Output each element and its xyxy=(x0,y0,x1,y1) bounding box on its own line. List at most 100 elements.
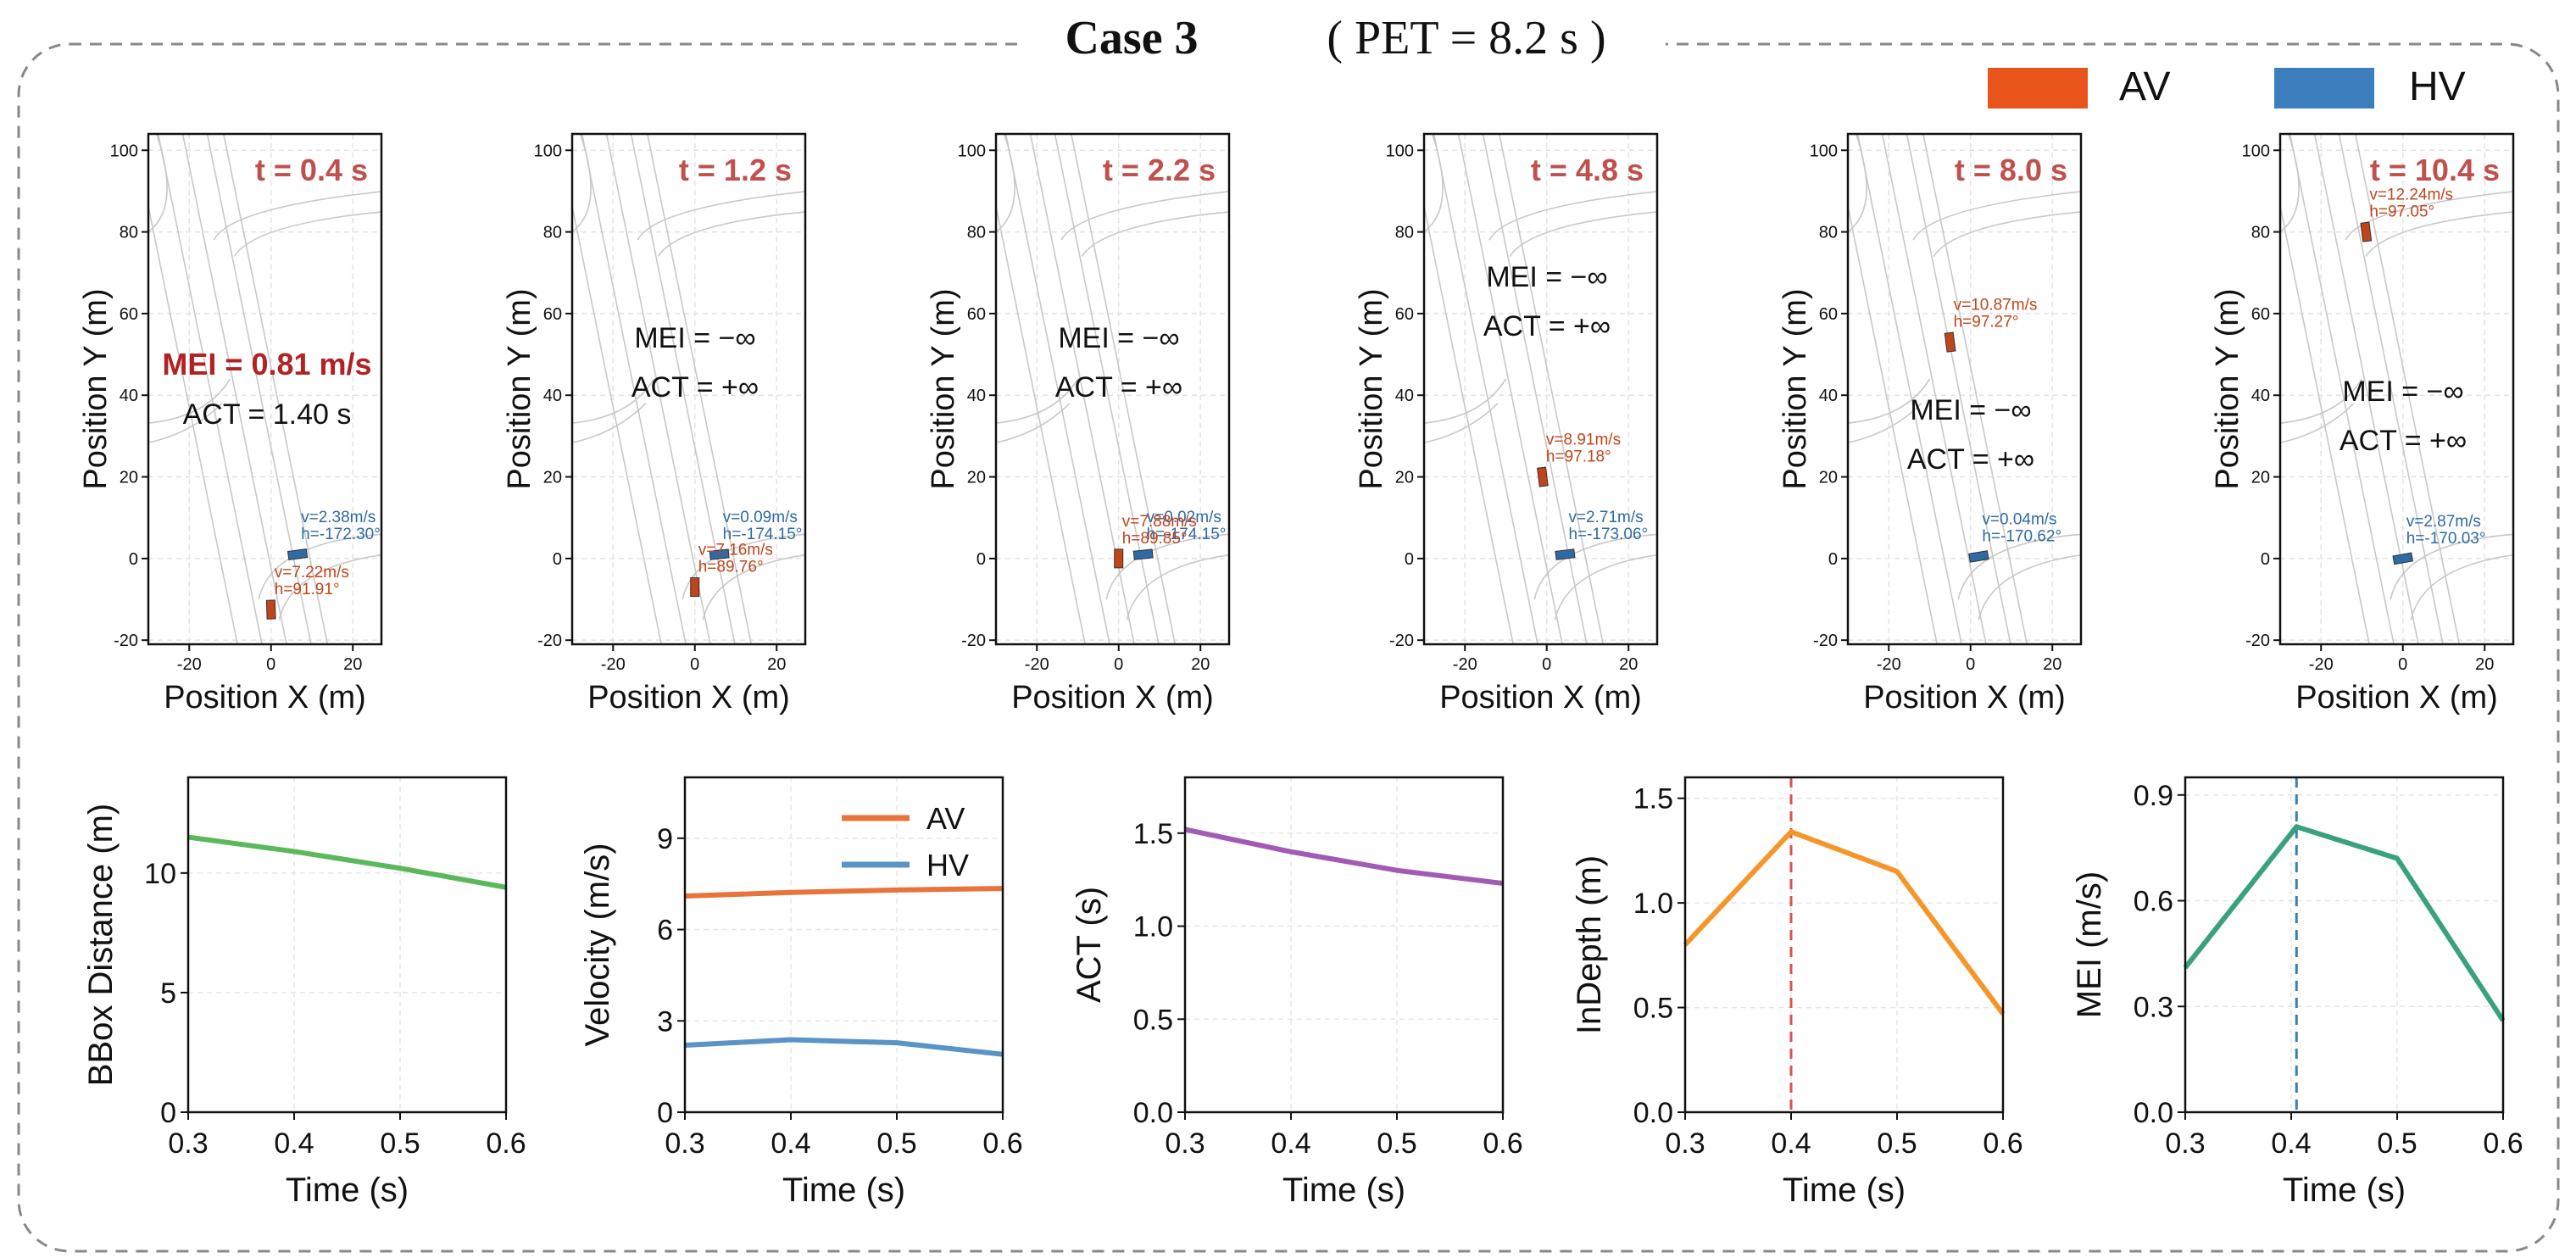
y-tick-label: 80 xyxy=(1395,224,1414,242)
road-lane-line xyxy=(1922,134,2028,644)
road-lane-line xyxy=(157,134,263,644)
road-curve xyxy=(233,211,381,257)
snapshot-title: t = 8.0 s xyxy=(1955,153,2067,187)
road-curve xyxy=(1978,554,2081,621)
road-curve xyxy=(572,134,592,233)
x-tick-label: 0.5 xyxy=(1877,1127,1917,1160)
road-lane-line xyxy=(1482,134,1588,644)
road-curve xyxy=(1554,554,1657,621)
pet-title: ( PET = 8.2 s ) xyxy=(1327,12,1605,64)
vehicle-velocity-label: v=7.88m/s xyxy=(1122,513,1197,531)
y-tick-label: 20 xyxy=(1819,469,1838,487)
vehicle-hv xyxy=(1555,548,1576,560)
road-lane-line xyxy=(581,134,687,644)
vehicle-av xyxy=(1537,466,1549,487)
y-tick-label: 80 xyxy=(2251,224,2270,242)
vehicle-velocity-label: v=2.87m/s xyxy=(2406,513,2481,531)
metric-annotation: ACT = +∞ xyxy=(1055,371,1182,404)
axes-frame xyxy=(994,132,1231,646)
plot-area xyxy=(1424,134,1657,644)
metric-annotation: MEI = 0.81 m/s xyxy=(162,347,371,381)
x-tick-label: 0.6 xyxy=(1483,1127,1522,1160)
y-tick-label: 60 xyxy=(543,305,562,324)
y-tick-label: 80 xyxy=(1819,224,1838,242)
vehicle-heading-label: h=-173.06° xyxy=(1568,526,1648,543)
road-curve xyxy=(2280,378,2363,424)
x-axis-label: Time (s) xyxy=(2283,1172,2406,1209)
y-axis-label: BBox Distance (m) xyxy=(82,804,120,1086)
x-axis-label: Position X (m) xyxy=(2295,680,2498,715)
metric-annotation: MEI = −∞ xyxy=(634,322,755,354)
road-curve xyxy=(213,191,381,241)
vehicle-velocity-label: v=7.22m/s xyxy=(275,564,349,582)
vehicle-heading-label: h=-174.15° xyxy=(723,526,803,543)
series-line-hv xyxy=(684,1037,1004,1057)
series-line-bbox-distance xyxy=(187,834,507,890)
road-lane-line xyxy=(1070,134,1177,644)
metric-annotation: ACT = +∞ xyxy=(2340,425,2467,457)
vehicle-heading-label: h=-170.62° xyxy=(1982,527,2061,545)
y-tick-label: 60 xyxy=(1395,305,1414,324)
road-curve xyxy=(1848,403,1922,443)
y-axis-label: Position Y (m) xyxy=(502,288,537,489)
vehicle-velocity-label: v=10.87m/s xyxy=(1954,297,2038,314)
y-tick-label: 3 xyxy=(657,1005,673,1038)
y-tick-label: 100 xyxy=(110,142,138,160)
vehicle-velocity-label: v=2.38m/s xyxy=(301,509,376,526)
road-lane-line xyxy=(605,134,711,644)
y-axis-label: MEI (m/s) xyxy=(2071,871,2108,1018)
road-curve xyxy=(1126,554,1229,621)
plot-area xyxy=(1848,134,2081,644)
road-curve xyxy=(702,554,805,621)
road-curve xyxy=(572,403,647,443)
x-tick-label: -20 xyxy=(1025,655,1049,674)
road-curve xyxy=(148,403,223,443)
snapshot-title: t = 10.4 s xyxy=(2370,153,2500,187)
road-curve xyxy=(1848,378,1931,424)
road-curve xyxy=(1081,211,1229,257)
x-tick-label: 20 xyxy=(767,655,786,674)
vehicle-heading-label: h=-174.15° xyxy=(1147,526,1227,543)
x-tick-label: 0.6 xyxy=(486,1127,526,1160)
metric-annotation: MEI = −∞ xyxy=(1910,394,2031,426)
x-axis-label: Position X (m) xyxy=(164,680,366,715)
metric-annotation: ACT = 1.40 s xyxy=(183,398,352,431)
y-tick-label: 40 xyxy=(2251,387,2270,405)
y-tick-label: 20 xyxy=(967,469,986,487)
y-tick-label: 100 xyxy=(534,142,562,160)
road-lane-line xyxy=(1881,134,1987,644)
y-tick-label: 0.0 xyxy=(2134,1097,2173,1129)
x-tick-label: 0.3 xyxy=(1665,1127,1705,1160)
x-tick-label: 0 xyxy=(266,655,275,674)
y-tick-label: 0 xyxy=(553,550,562,569)
road-curve xyxy=(1933,211,2081,257)
vehicle-av xyxy=(265,599,276,620)
x-tick-label: 0.4 xyxy=(771,1127,810,1160)
metric-annotation: MEI = −∞ xyxy=(1486,261,1607,293)
axes-frame xyxy=(186,776,508,1114)
vehicle-heading-label: h=91.91° xyxy=(275,581,340,598)
y-tick-label: 6 xyxy=(657,915,673,947)
x-tick-label: 0.4 xyxy=(1271,1127,1310,1160)
x-tick-label: 0 xyxy=(1966,655,1975,674)
y-tick-label: 0.6 xyxy=(2134,886,2173,918)
snapshot-panel-3: -20 0 20 40 60 80 100 -20 0 20 Position X (m) Posit… xyxy=(926,132,1231,715)
metric-annotation: ACT = +∞ xyxy=(631,371,759,404)
y-tick-label: 40 xyxy=(120,387,138,405)
vehicle-hv xyxy=(1968,550,1989,563)
y-tick-label: 0.3 xyxy=(2134,991,2173,1023)
x-tick-label: 0.3 xyxy=(1165,1127,1205,1160)
x-tick-label: 0.4 xyxy=(274,1127,314,1160)
road-lane-line xyxy=(222,134,329,644)
vehicle-velocity-label: v=0.09m/s xyxy=(723,509,798,526)
x-tick-label: 0.6 xyxy=(1983,1127,2022,1160)
vehicle-heading-label: h=97.18° xyxy=(1546,448,1611,466)
y-tick-label: 0.0 xyxy=(1133,1097,1173,1129)
road-lane-line xyxy=(1856,134,1962,644)
axes-frame xyxy=(1683,776,2005,1114)
snapshot-title: t = 1.2 s xyxy=(679,153,792,187)
road-lane-line xyxy=(1054,134,1160,644)
road-curve xyxy=(2390,533,2513,600)
